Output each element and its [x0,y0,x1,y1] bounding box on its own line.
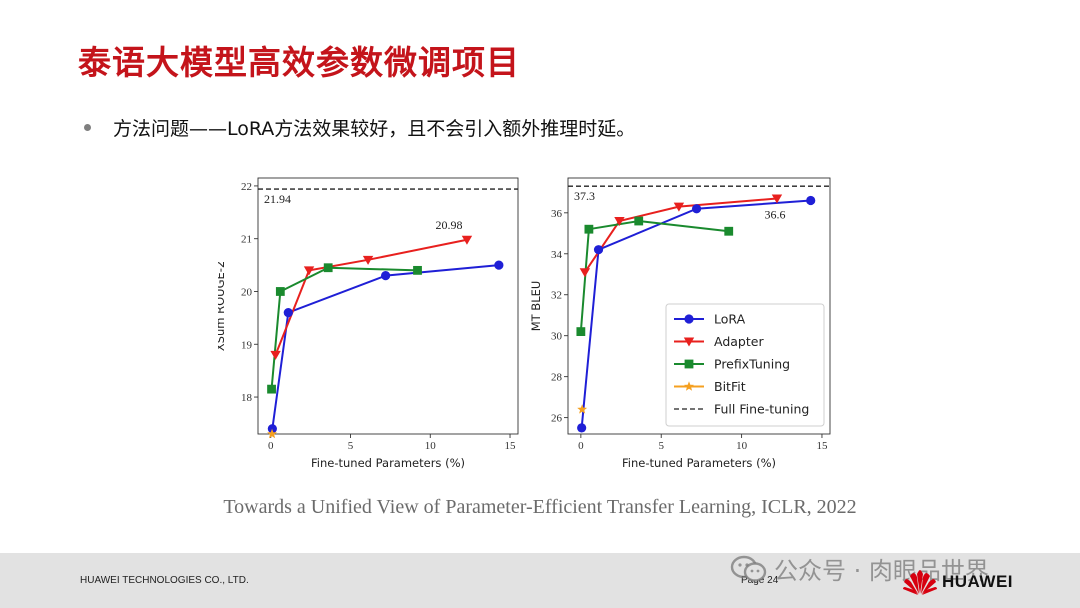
chart1-lora-line [580,199,811,428]
chart1-legend-marker [684,381,694,391]
chart1-prefixtuning-line [579,220,729,332]
chart0-prefixtuning-point [323,263,333,273]
chart1-legend: LoRA Adapter PrefixTuning BitFit Full Fine-t… [665,303,825,427]
huawei-logo-icon [903,570,937,595]
chart0-adapter-point [362,255,374,265]
chart1-legend-marker [684,359,694,369]
chart1-plot-frame [567,177,831,435]
chart0-lora-point [494,260,504,270]
chart1-x-tick-label: 0 [578,440,584,452]
chart1-y-tick-label: 28 [551,372,563,384]
chart0-y-tick-label: 20 [241,286,253,298]
watermark-text: 公众号 · 肉眼品世界 [774,557,989,585]
chart0-prefixtuning-point [413,265,422,275]
bullet-dot-icon [84,124,91,131]
chart1-bitfit-point [577,404,588,414]
footer-company: HUAWEI TECHNOLOGIES CO., LTD. [80,575,249,586]
xsum-chart: 0 5 10 15 18 19 20 21 22 Fine-tuned Parameters (%… [218,177,519,470]
chart1-x-tick-label: 10 [736,440,748,452]
chart0-x-tick-label: 10 [425,440,437,452]
footer-page-number: Page 24 [741,575,779,586]
chart0-lora-point [381,271,391,281]
chart0-x-axis-label: Fine-tuned Parameters (%) [311,456,465,470]
chart1-adapter-point [614,217,625,227]
chart0-lora-point [267,424,277,434]
chart0-annotation-label: 20.98 [435,218,462,232]
chart1-y-tick-label: 26 [551,413,563,425]
chart1-y-tick-label: 36 [551,208,563,220]
chart1-adapter-point [673,202,685,212]
chart0-prefixtuning-point [267,384,276,394]
chart1-legend-label: Full Fine-tuning [714,402,809,417]
chart0-y-tick-label: 19 [241,339,253,351]
chart1-y-tick-label: 32 [551,290,562,302]
watermark: 公众号 · 肉眼品世界 [730,551,989,586]
chart1-adapter-point [771,194,783,204]
mt-chart: 0 5 10 15 26 28 30 32 34 36 Fine-tuned Parameters … [529,177,831,470]
chart0-adapter-point [303,266,315,276]
footer-bar: HUAWEI TECHNOLOGIES CO., LTD. Page 24 公众… [0,553,1080,608]
chart1-lora-point [577,423,587,433]
chart0-y-tick-label: 21 [241,234,252,246]
chart0-adapter-point [461,235,473,245]
chart0-prefixtuning-line [270,266,418,390]
chart1-lora-point [806,195,816,206]
chart0-plot-frame [257,177,519,435]
chart0-lora-line [271,264,499,429]
slide-title: 泰语大模型高效参数微调项目 [78,43,520,82]
chart1-prefixtuning-point [576,327,586,336]
chart0-lora-point [283,307,293,318]
huawei-brand-name: HUAWEI [942,572,1013,591]
chart1-prefixtuning-point [724,226,734,236]
bullet-point: 方法问题——LoRA方法效果较好，且不会引入额外推理时延。 [84,114,635,141]
chart0-adapter-point [270,350,281,360]
chart0-full-finetuning-label: 21.94 [264,192,291,206]
chart0-y-tick-label: 22 [241,181,252,193]
chart1-y-tick-label: 34 [551,249,563,261]
chart0-bitfit-point [267,428,277,439]
chart0-y-axis-label: XSum ROUGE-2 [218,261,227,351]
chart1-y-tick-label: 30 [551,331,563,343]
chart1-legend-label: PrefixTuning [714,357,790,372]
chart0-prefixtuning-point [275,287,285,296]
chart0-x-tick-label: 5 [348,440,354,452]
chart1-x-tick-label: 5 [658,440,664,452]
huawei-brand: HUAWEI [902,568,1013,596]
citation: Towards a Unified View of Parameter-Effi… [223,496,857,518]
chart1-legend-label: BitFit [714,379,746,394]
chart0-x-tick-label: 0 [268,440,274,452]
chart0-x-tick-label: 15 [505,440,517,452]
chart1-legend-marker [683,337,695,347]
chart1-legend-label: LoRA [714,312,746,327]
chart1-legend-marker [684,314,694,324]
chart1-full-finetuning-label: 37.3 [574,189,595,203]
chart1-prefixtuning-point [584,224,594,234]
chart1-prefixtuning-point [634,216,644,226]
chart1-legend-box [665,303,825,427]
bullet-text: 方法问题——LoRA方法效果较好，且不会引入额外推理时延。 [113,118,636,140]
chart1-lora-point [691,204,702,214]
chart1-x-axis-label: Fine-tuned Parameters (%) [622,456,776,470]
chart1-y-axis-label: MT BLEU [529,281,543,332]
chart1-annotation-label: 36.6 [764,208,785,222]
wechat-icon [730,555,767,582]
chart1-legend-label: Adapter [714,334,764,349]
chart1-adapter-line [584,197,778,273]
chart1-lora-point [593,245,604,255]
chart1-x-tick-label: 15 [816,440,828,452]
chart0-y-tick-label: 18 [241,392,253,404]
chart1-adapter-point [579,268,591,278]
